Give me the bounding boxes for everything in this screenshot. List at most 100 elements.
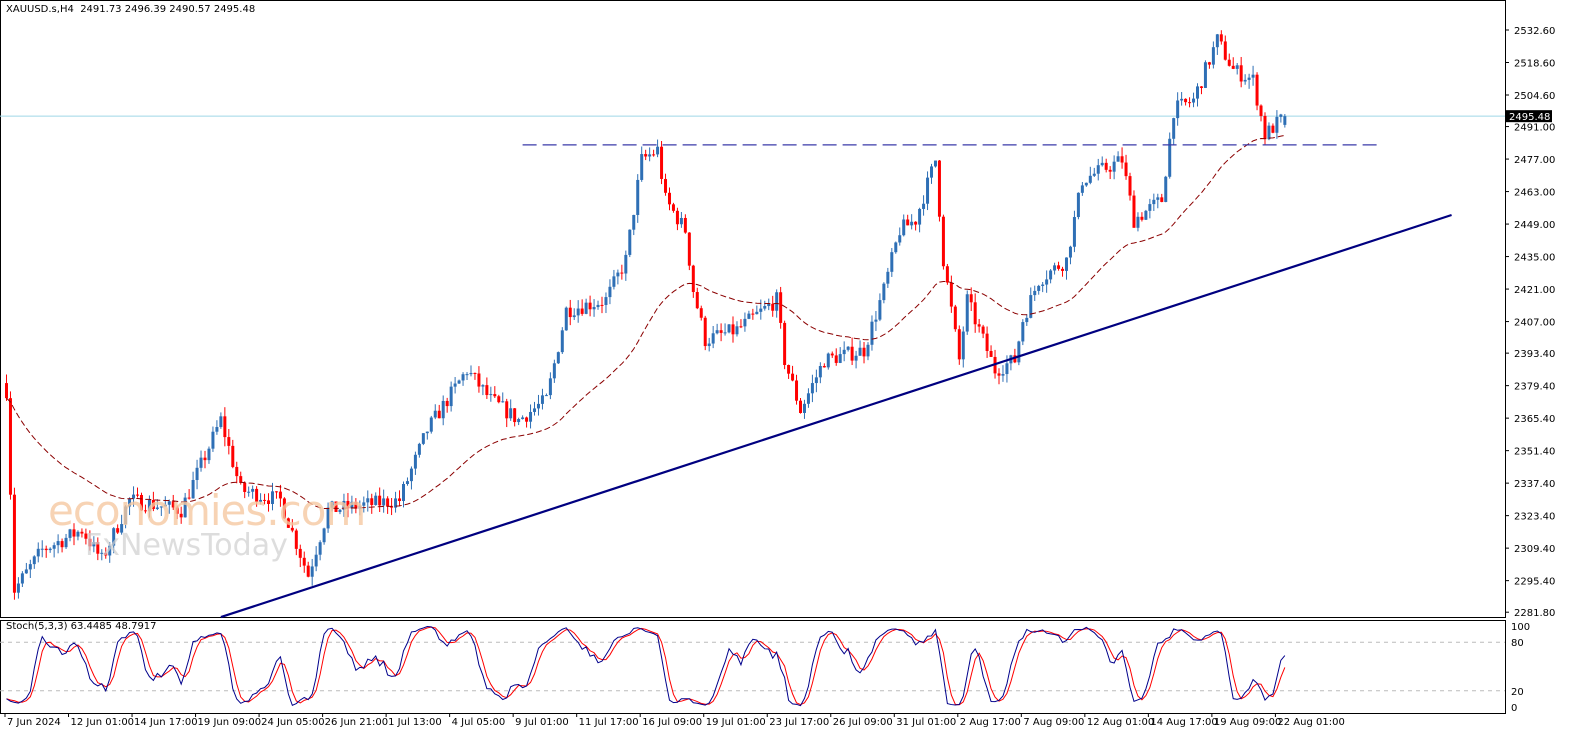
candle-body: [640, 154, 644, 180]
y-tick-label: 2407.00: [1514, 318, 1555, 329]
candle-body: [112, 528, 116, 546]
candle-body: [898, 235, 902, 243]
candle-body: [648, 154, 652, 157]
candle-body: [239, 476, 243, 483]
y-tick-label: 2518.60: [1514, 58, 1555, 69]
candle-body: [1116, 156, 1120, 162]
candle-body: [318, 542, 322, 555]
candle-body: [862, 347, 866, 357]
x-tick-label: 19 Aug 09:00: [1214, 717, 1281, 728]
candle-body: [334, 501, 338, 512]
candle-body: [445, 400, 449, 407]
x-tick-label: 7 Jun 2024: [7, 717, 61, 728]
candle-body: [270, 491, 274, 504]
candle-body: [449, 386, 453, 407]
candle-body: [747, 313, 751, 319]
main-panel-frame: [0, 0, 1506, 618]
candle-body: [1243, 79, 1247, 82]
candle-body: [727, 324, 731, 333]
candle-body: [529, 411, 533, 422]
candle-body: [1263, 115, 1267, 140]
candle-body: [814, 377, 818, 384]
x-tick-label: 31 Jul 01:00: [896, 717, 956, 728]
watermark-fxnewstoday: FxNewsToday: [85, 528, 288, 563]
candle-body: [743, 318, 747, 327]
y-tick-label: 2491.00: [1514, 123, 1555, 134]
candle-body: [683, 217, 687, 233]
candle-body: [636, 179, 640, 215]
y-tick-label: 2351.40: [1514, 447, 1555, 458]
candle-body: [874, 319, 878, 322]
candle-body: [608, 286, 612, 298]
candle-body: [251, 488, 255, 492]
candle-body: [723, 332, 727, 334]
candle-body: [691, 265, 695, 293]
candle-body: [278, 491, 282, 499]
candle-body: [1152, 199, 1156, 205]
x-tick-label: 9 Jul 01:00: [515, 717, 569, 728]
candle-body: [671, 204, 675, 211]
candle-body: [1017, 341, 1021, 363]
candle-body: [20, 573, 24, 584]
candle-body: [76, 531, 80, 537]
candle-body: [687, 232, 691, 266]
candle-body: [235, 466, 239, 477]
candle-body: [1199, 86, 1203, 88]
candle-body: [163, 504, 167, 507]
candle-body: [525, 417, 529, 422]
x-tick-label: 4 Jul 05:00: [452, 717, 506, 728]
candle-body: [1140, 216, 1144, 220]
candle-body: [405, 481, 409, 484]
candle-body: [298, 548, 302, 558]
candle-body: [155, 507, 159, 509]
candle-body: [5, 383, 8, 399]
candle-body: [310, 566, 314, 577]
candle-body: [592, 307, 596, 310]
candle-body: [977, 324, 981, 327]
candle-body: [644, 154, 648, 157]
candle-body: [358, 505, 362, 509]
candle-body: [1104, 162, 1108, 170]
candle-body: [616, 272, 620, 277]
candle-body: [402, 483, 405, 502]
candle-body: [175, 507, 179, 514]
candle-body: [1080, 185, 1084, 193]
candle-body: [759, 308, 763, 312]
candle-body: [390, 506, 394, 508]
candle-body: [1184, 98, 1188, 103]
candle-body: [259, 499, 263, 502]
candle-body: [290, 527, 294, 531]
candle-body: [8, 398, 12, 495]
candle-body: [314, 554, 318, 567]
candle-body: [378, 495, 382, 506]
candle-body: [1021, 322, 1025, 342]
candle-body: [604, 297, 608, 305]
candle-body: [664, 178, 668, 193]
candle-body: [544, 395, 548, 397]
candle-body: [751, 313, 755, 315]
candle-body: [949, 282, 953, 307]
candle-body: [386, 498, 390, 507]
candle-body: [568, 307, 572, 318]
candle-body: [918, 208, 922, 225]
candle-body: [461, 374, 465, 381]
candle-body: [933, 160, 937, 167]
x-tick-label: 19 Jun 09:00: [198, 717, 262, 728]
candle-body: [1215, 34, 1219, 48]
candle-body: [628, 229, 632, 255]
candle-body: [1279, 114, 1283, 117]
candle-body: [227, 437, 231, 446]
candle-body: [1100, 162, 1104, 166]
candle-body: [1255, 74, 1259, 106]
candle-body: [1053, 265, 1057, 271]
candle-body: [16, 583, 20, 593]
candle-body: [719, 330, 723, 333]
candle-body: [1188, 102, 1192, 104]
candle-body: [195, 467, 199, 480]
candle-body: [767, 303, 771, 307]
candle-body: [326, 507, 330, 529]
candle-body: [989, 351, 993, 357]
candle-body: [286, 518, 290, 528]
